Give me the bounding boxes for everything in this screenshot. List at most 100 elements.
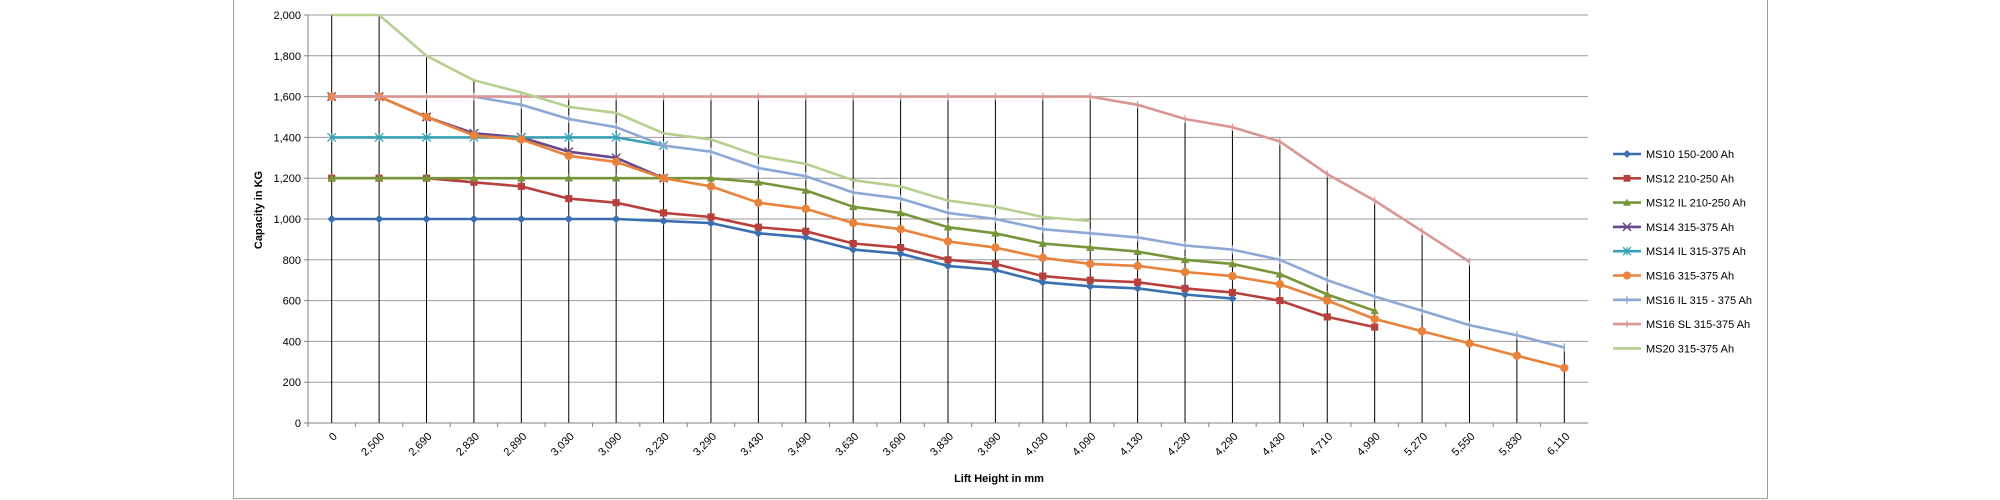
x-tick-label: 3,890 <box>976 431 1004 459</box>
x-axis-title: Lift Height in mm <box>954 473 1044 485</box>
data-point <box>1180 290 1190 299</box>
x-tick-label: 3,030 <box>549 431 577 459</box>
y-tick-label: 400 <box>283 336 301 348</box>
x-tick-label: 5,830 <box>1497 431 1525 459</box>
x-tick-label: 4,090 <box>1070 431 1098 459</box>
data-point <box>1038 253 1048 262</box>
data-point <box>1228 271 1237 281</box>
x-tick-label: 3,630 <box>833 431 861 459</box>
legend-marker <box>1622 222 1632 232</box>
data-point <box>517 135 526 144</box>
data-point <box>896 249 905 258</box>
data-point <box>1275 280 1285 289</box>
data-point <box>517 182 525 190</box>
series <box>327 174 1379 315</box>
data-point <box>659 216 668 226</box>
legend-label: MS14 IL 315-375 Ah <box>1646 246 1746 258</box>
data-point <box>802 227 810 235</box>
legend-label: MS16 SL 315-375 Ah <box>1646 319 1750 331</box>
data-point <box>1323 313 1331 321</box>
series-line <box>331 217 1233 300</box>
x-tick-label: 4,130 <box>1118 431 1146 459</box>
data-point <box>754 223 762 231</box>
legend-marker <box>1623 174 1631 182</box>
y-tick-label: 1,600 <box>273 92 301 104</box>
data-point <box>1323 296 1332 305</box>
data-point <box>1465 339 1474 348</box>
y-tick-label: 1,200 <box>273 173 301 185</box>
x-tick-label: 4,710 <box>1307 431 1335 459</box>
data-point <box>1038 278 1048 287</box>
x-tick-label: 4,230 <box>1165 431 1193 459</box>
legend-label: MS12 210-250 Ah <box>1646 173 1734 185</box>
data-point <box>754 229 763 238</box>
data-point <box>754 178 763 186</box>
legend-marker <box>1623 150 1631 158</box>
chart-frame <box>233 0 1768 499</box>
data-point <box>1560 363 1569 373</box>
data-point <box>707 213 715 221</box>
x-tick-label: 2,690 <box>407 431 435 459</box>
data-point <box>517 214 526 224</box>
data-point <box>801 204 810 213</box>
data-point <box>1228 259 1237 268</box>
data-point <box>801 233 810 242</box>
series <box>331 92 1471 266</box>
data-point <box>943 261 953 271</box>
legend-item: MS14 315-375 Ah <box>1613 222 1734 234</box>
x-tick-label: 3,230 <box>644 431 672 459</box>
x-tick-label: 2,500 <box>359 431 387 459</box>
x-tick-label: 3,430 <box>739 431 767 459</box>
data-point <box>848 218 858 228</box>
data-point <box>1086 259 1095 269</box>
data-point <box>1180 267 1190 277</box>
data-point <box>706 218 716 228</box>
data-point <box>706 174 716 182</box>
legend-item: MS16 315-375 Ah <box>1613 271 1734 283</box>
data-point <box>1038 239 1048 247</box>
data-point <box>1133 247 1142 255</box>
x-tick-label: 3,830 <box>928 431 956 459</box>
data-point <box>611 174 621 182</box>
series <box>331 13 1091 223</box>
data-point <box>1370 314 1379 324</box>
data-point <box>564 174 573 182</box>
data-point <box>611 214 621 224</box>
x-tick-label: 4,990 <box>1355 431 1383 459</box>
data-point <box>1086 243 1095 251</box>
data-point <box>754 198 763 207</box>
data-point <box>991 260 999 268</box>
data-point <box>1371 323 1379 331</box>
series-line <box>331 13 1091 223</box>
legend-label: MS20 315-375 Ah <box>1646 343 1734 355</box>
y-tick-label: 1,400 <box>273 132 301 144</box>
data-point <box>517 174 526 182</box>
data-point <box>327 174 336 182</box>
data-point <box>897 243 905 252</box>
legend-label: MS16 IL 315 - 375 Ah <box>1646 295 1752 307</box>
y-tick-label: 1,000 <box>273 214 301 226</box>
x-axis-ticks: 0 2,500 2,690 2,830 2,890 3,030 3,090 3,230 3,29… <box>307 423 1572 459</box>
data-point <box>943 222 953 231</box>
legend-marker <box>1623 271 1631 280</box>
series <box>327 214 1237 303</box>
data-point <box>1228 294 1237 303</box>
data-point <box>422 214 431 224</box>
y-tick-label: 2,000 <box>273 10 301 22</box>
legend-item: MS20 315-375 Ah <box>1613 343 1734 355</box>
x-tick-label: 5,550 <box>1450 431 1478 459</box>
data-point <box>896 225 905 234</box>
data-point <box>944 256 952 264</box>
x-tick-label: 3,090 <box>596 431 624 459</box>
data-point <box>1086 276 1094 284</box>
data-point <box>564 132 574 143</box>
data-point <box>612 199 620 207</box>
series <box>328 174 1379 331</box>
legend-marker <box>1622 246 1632 256</box>
y-axis-ticks: 0 200 400 600 800 1,000 1,200 1,400 1,600 1,800 2,… <box>273 10 308 430</box>
data-point <box>374 174 384 182</box>
series <box>473 92 1565 352</box>
data-point <box>1512 351 1522 360</box>
data-point <box>1275 269 1285 278</box>
